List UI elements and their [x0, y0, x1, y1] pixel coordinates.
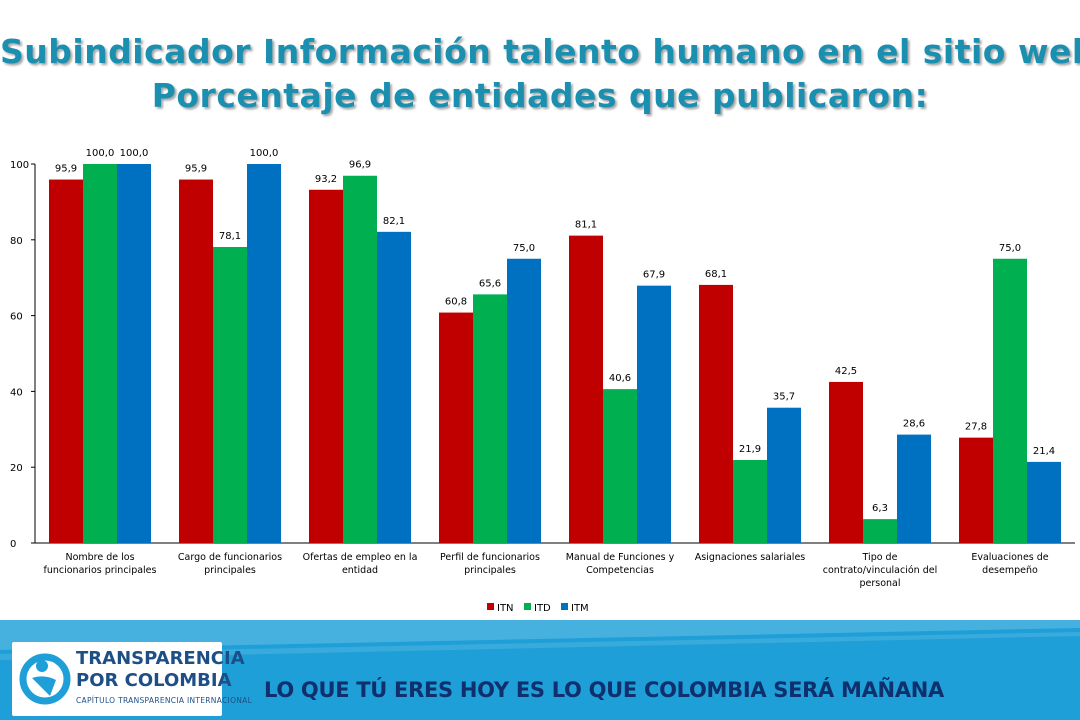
category-label: Perfil de funcionarios principales [440, 552, 540, 576]
bar-itm [117, 164, 151, 543]
y-tick-label: 80 [10, 236, 23, 247]
data-label-itm: 21,4 [1033, 446, 1055, 457]
data-label-itd: 96,9 [349, 160, 371, 171]
data-label-itd: 40,6 [609, 373, 631, 384]
bar-chart: 0 20 40 60 80 100 95,9 95,9 93,2 60,8 81,1 68,1 42,… [10, 148, 1075, 614]
data-label-itd: 75,0 [999, 243, 1021, 254]
y-tick-label: 100 [10, 160, 29, 171]
chart-title-line-2: Porcentaje de entidades que publicaron: [151, 76, 929, 115]
category-label: Tipo de contrato/vinculación del personal [823, 552, 937, 589]
bar-itm [1027, 461, 1061, 543]
data-label-itn: 68,1 [705, 269, 727, 280]
bar-itd [863, 519, 897, 543]
bar-itm [637, 285, 671, 543]
legend-label-itm: ITM [571, 603, 589, 614]
bar-itn [959, 437, 993, 543]
bar-itm [377, 231, 411, 543]
legend-label-itd: ITD [534, 603, 551, 614]
bar-itd [343, 175, 377, 543]
data-label-itd: 100,0 [86, 148, 115, 159]
data-label-itn: 27,8 [965, 422, 987, 433]
data-label-itn: 93,2 [315, 174, 337, 185]
y-tick-label: 60 [10, 312, 23, 323]
y-tick-label: 0 [10, 539, 16, 550]
data-label-itn: 60,8 [445, 297, 467, 308]
data-label-itm: 67,9 [643, 270, 665, 281]
data-label-itn: 81,1 [575, 220, 597, 231]
data-label-itd: 21,9 [739, 444, 761, 455]
y-tick-label: 20 [10, 463, 23, 474]
category-label: Ofertas de empleo en la entidad [303, 552, 418, 576]
bar-itm [247, 164, 281, 543]
data-label-itn: 95,9 [185, 164, 207, 175]
bar-itn [439, 312, 473, 543]
legend-swatch-itd [524, 603, 531, 610]
category-label: Cargo de funcionarios principales [178, 552, 282, 576]
legend: ITN ITD ITM [487, 603, 589, 614]
x-axis-categories: Nombre de los funcionarios principales Car… [44, 552, 1049, 589]
category-label: Manual de Funciones y Competencias [566, 552, 675, 576]
bar-itn [179, 179, 213, 543]
bar-itd [83, 164, 117, 543]
data-label-itd: 65,6 [479, 278, 501, 289]
bar-itn [569, 235, 603, 544]
bar-itm [897, 434, 931, 543]
bar-itd [603, 389, 637, 543]
chart-title: Subindicador Información talento humano … [0, 30, 1080, 118]
data-label-itd: 78,1 [219, 231, 241, 242]
bar-itd [213, 247, 247, 543]
data-label-itm: 75,0 [513, 243, 535, 254]
slogan: LO QUE TÚ ERES HOY ES LO QUE COLOMBIA SE… [264, 678, 945, 702]
legend-label-itn: ITN [497, 603, 514, 614]
category-label: Asignaciones salariales [695, 552, 806, 563]
data-label-itm: 100,0 [120, 148, 149, 159]
bar-itm [767, 407, 801, 543]
bar-itd [993, 258, 1027, 543]
data-label-itn: 42,5 [835, 366, 857, 377]
bar-itd [733, 459, 767, 543]
y-tick-label: 40 [10, 387, 23, 398]
legend-swatch-itn [487, 603, 494, 610]
data-label-itm: 35,7 [773, 392, 795, 403]
data-label-itd: 6,3 [872, 503, 888, 514]
data-label-itm: 100,0 [250, 148, 279, 159]
transparencia-logo-icon [19, 653, 71, 705]
bar-itn [829, 381, 863, 543]
bar-itm [507, 258, 541, 543]
category-label: Evaluaciones de desempeño [971, 552, 1048, 576]
bar-itn [699, 284, 733, 543]
bar-itn [309, 189, 343, 543]
category-label: Nombre de los funcionarios principales [44, 552, 157, 576]
data-labels: 95,9 95,9 93,2 60,8 81,1 68,1 42,5 27,8 100,0 78,… [55, 148, 1055, 514]
brand-logo-box: TRANSPARENCIA POR COLOMBIA CAPÍTULO TRAN… [12, 642, 252, 716]
brand-name-line-1: TRANSPARENCIA [76, 648, 245, 669]
bars [49, 164, 1061, 544]
brand-subtitle: CAPÍTULO TRANSPARENCIA INTERNACIONAL [76, 696, 253, 705]
bar-itd [473, 294, 507, 543]
data-label-itm: 28,6 [903, 419, 925, 430]
footer-banner: TRANSPARENCIA POR COLOMBIA CAPÍTULO TRAN… [0, 620, 1080, 720]
bar-itn [49, 179, 83, 543]
chart-title-line-1: Subindicador Información talento humano … [0, 32, 1080, 71]
data-label-itm: 82,1 [383, 216, 405, 227]
data-label-itn: 95,9 [55, 164, 77, 175]
legend-swatch-itm [561, 603, 568, 610]
footer-stripes-decoration [0, 620, 1080, 660]
brand-name-line-2: POR COLOMBIA [76, 670, 232, 691]
